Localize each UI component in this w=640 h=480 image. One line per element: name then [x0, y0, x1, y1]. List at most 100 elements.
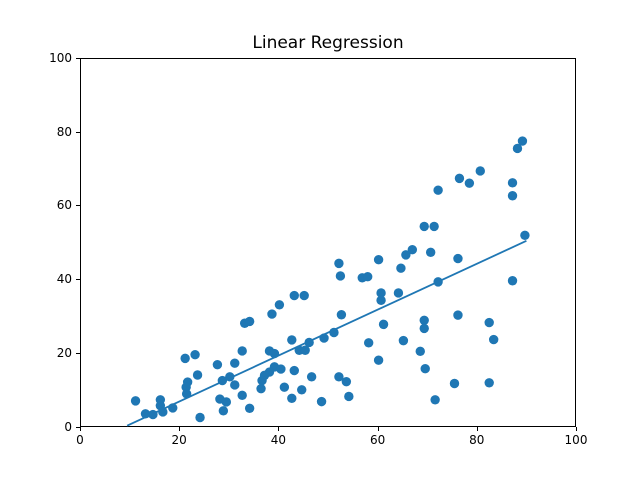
x-axis-tick-mark: [377, 427, 379, 432]
scatter-point: [335, 270, 346, 281]
scatter-point: [378, 319, 389, 329]
scatter-point: [221, 396, 232, 407]
scatter-point: [507, 190, 518, 201]
scatter-point: [398, 335, 409, 345]
scatter-point: [334, 258, 344, 268]
scatter-point: [396, 263, 406, 273]
x-axis-tick-label: 100: [564, 433, 588, 448]
y-axis-tick-mark: [76, 57, 80, 59]
scatter-point: [274, 299, 285, 310]
x-axis-tick-mark: [476, 427, 478, 432]
scatter-point: [256, 383, 266, 393]
y-axis-tick-mark: [76, 205, 80, 207]
scatter-point: [130, 395, 141, 406]
plot-area: [80, 57, 576, 428]
y-axis-tick-label: 60: [56, 198, 72, 213]
scatter-point: [415, 346, 425, 356]
scatter-plot-svg: [126, 135, 530, 427]
scatter-point: [407, 244, 418, 255]
scatter-point: [195, 412, 205, 422]
scatter-point: [192, 369, 203, 380]
x-axis-tick-mark: [80, 427, 81, 432]
scatter-point: [289, 290, 299, 300]
scatter-point: [168, 402, 178, 413]
x-axis-tick-label: 0: [76, 433, 84, 448]
y-axis-tick-mark: [76, 279, 80, 281]
scatter-point: [237, 390, 247, 400]
x-axis-tick-label: 20: [171, 433, 187, 448]
scatter-point: [299, 290, 309, 300]
scatter-point: [520, 230, 530, 240]
scatter-point: [401, 249, 411, 260]
scatter-point: [433, 276, 443, 287]
scatter-point: [269, 348, 280, 358]
scatter-point: [362, 271, 373, 281]
scatter-point: [344, 391, 354, 401]
scatter-point: [464, 178, 475, 188]
scatter-point: [316, 396, 327, 406]
scatter-point: [429, 221, 439, 231]
y-axis-tick-label: 100: [49, 50, 72, 65]
scatter-point: [230, 358, 240, 368]
scatter-point: [373, 254, 384, 264]
scatter-point: [341, 376, 352, 386]
regression-line: [126, 239, 527, 427]
scatter-point: [304, 337, 314, 347]
scatter-point: [218, 405, 229, 416]
scatter-point: [507, 177, 518, 188]
scatter-point: [257, 375, 267, 385]
scatter-point: [276, 363, 286, 374]
scatter-point: [158, 406, 168, 417]
scatter-point: [488, 334, 499, 344]
scatter-point: [484, 377, 494, 388]
scatter-point: [287, 334, 297, 345]
scatter-point: [244, 403, 255, 413]
scatter-point: [449, 378, 460, 388]
scatter-point: [225, 371, 235, 382]
x-axis-tick-mark: [278, 427, 280, 432]
scatter-point: [419, 221, 429, 231]
scatter-point: [336, 309, 347, 320]
scatter-point: [419, 323, 429, 333]
scatter-point: [376, 295, 386, 305]
scatter-point: [334, 371, 344, 382]
x-axis-tick-label: 40: [270, 433, 287, 448]
scatter-point: [230, 379, 240, 390]
scatter-point: [484, 317, 494, 327]
scatter-point: [373, 355, 384, 365]
scatter-point: [289, 365, 299, 375]
y-axis-tick-label: 20: [56, 346, 72, 361]
scatter-point: [148, 409, 158, 419]
scatter-point: [475, 165, 485, 176]
scatter-point: [287, 393, 297, 403]
scatter-point: [393, 287, 404, 298]
scatter-point: [244, 316, 255, 326]
scatter-point: [433, 185, 443, 195]
scatter-point: [300, 345, 310, 355]
scatter-point: [180, 353, 190, 363]
y-axis-tick-label: 80: [56, 124, 72, 139]
scatter-point: [140, 408, 151, 419]
x-axis-tick-mark: [576, 427, 577, 432]
scatter-point: [425, 247, 436, 257]
scatter-point: [376, 287, 386, 298]
scatter-point: [363, 337, 374, 348]
scatter-point: [237, 345, 247, 356]
y-axis-tick-mark: [76, 427, 80, 429]
scatter-point: [297, 384, 307, 395]
scatter-point: [279, 382, 290, 392]
y-axis-tick-label: 0: [64, 420, 72, 435]
scatter-point: [453, 310, 463, 320]
scatter-point: [190, 349, 200, 359]
scatter-point: [512, 143, 523, 153]
scatter-point: [419, 315, 429, 325]
scatter-point: [181, 388, 192, 399]
chart-title: Linear Regression: [252, 33, 404, 53]
x-axis-tick-label: 80: [469, 433, 485, 448]
scatter-point: [517, 135, 528, 146]
y-axis-tick-mark: [76, 131, 80, 133]
scatter-point: [453, 253, 463, 263]
y-axis-tick-mark: [76, 353, 80, 355]
scatter-point: [430, 394, 440, 405]
